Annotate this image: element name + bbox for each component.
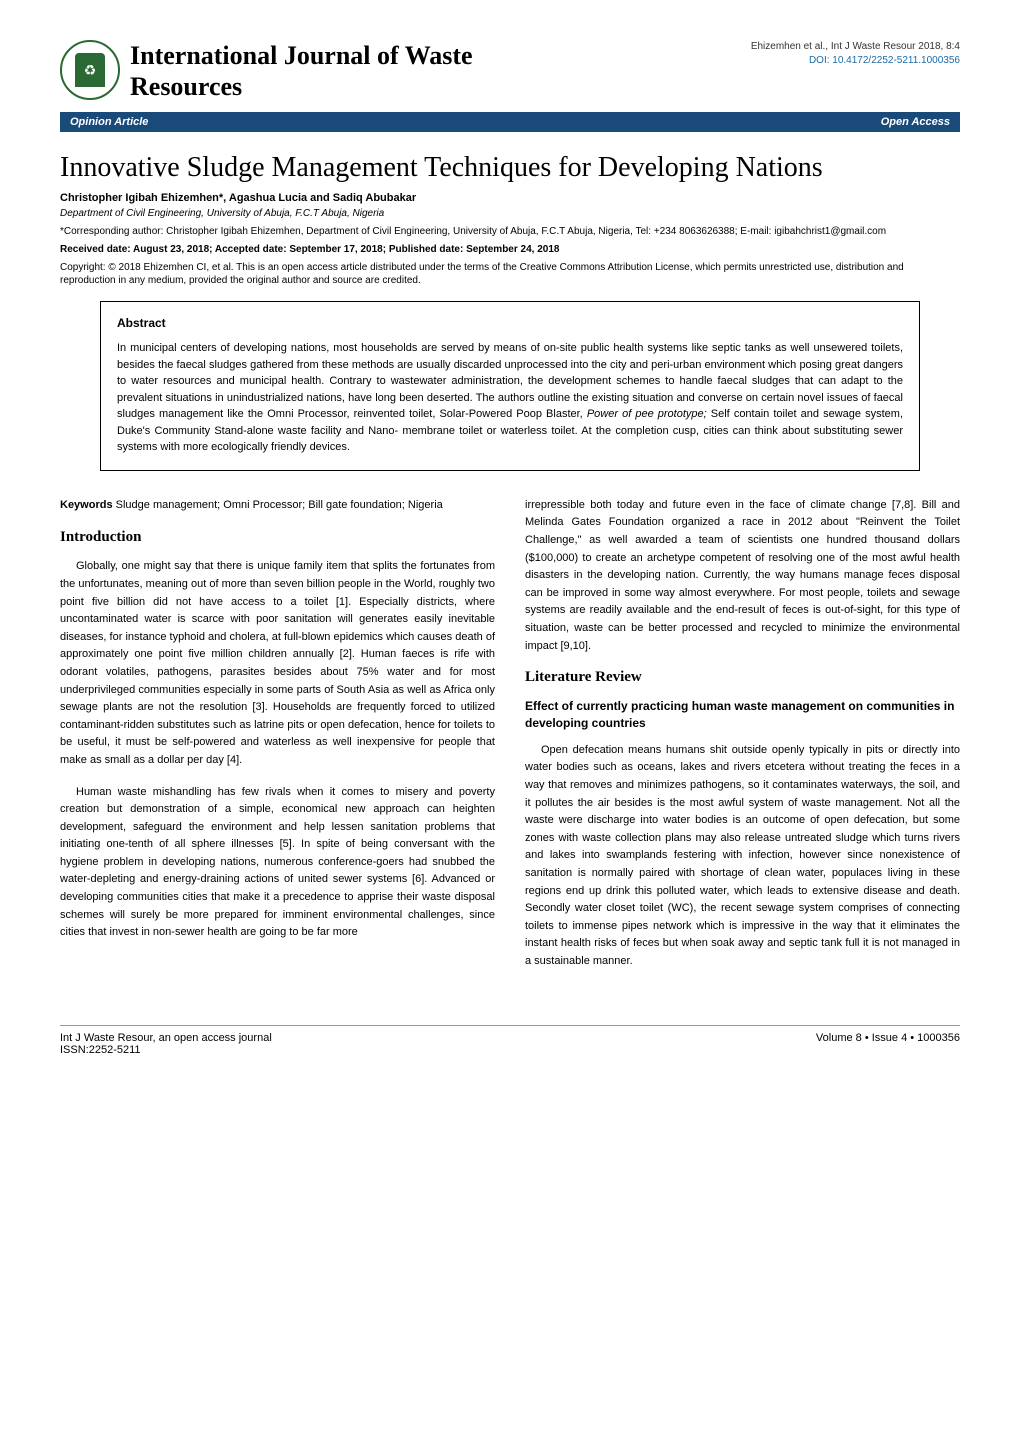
page-footer: Int J Waste Resour, an open access journ… [60, 1025, 960, 1056]
abstract-box: Abstract In municipal centers of develop… [100, 301, 920, 471]
intro-paragraph-1: Globally, one might say that there is un… [60, 558, 495, 769]
article-dates: Received date: August 23, 2018; Accepted… [60, 244, 960, 255]
intro-paragraph-2-continued: irrepressible both today and future even… [525, 497, 960, 655]
page-header: ♻ International Journal of Waste Resourc… [60, 40, 960, 102]
right-column: irrepressible both today and future even… [525, 497, 960, 985]
literature-review-subheading: Effect of currently practicing human was… [525, 698, 960, 732]
article-title: Innovative Sludge Management Techniques … [60, 152, 960, 184]
copyright: Copyright: © 2018 Ehizemhen CI, et al. T… [60, 261, 960, 287]
journal-block: ♻ International Journal of Waste Resourc… [60, 40, 550, 102]
abstract-text: In municipal centers of developing natio… [117, 340, 903, 456]
article-type: Opinion Article [70, 116, 148, 128]
journal-logo: ♻ [60, 40, 120, 100]
left-column: Keywords Sludge management; Omni Process… [60, 497, 495, 985]
recycle-icon: ♻ [75, 53, 105, 87]
affiliation: Department of Civil Engineering, Univers… [60, 208, 960, 219]
introduction-heading: Introduction [60, 529, 495, 546]
abstract-heading: Abstract [117, 316, 903, 330]
article-type-bar: Opinion Article Open Access [60, 112, 960, 132]
intro-paragraph-2: Human waste mishandling has few rivals w… [60, 784, 495, 942]
body-columns: Keywords Sludge management; Omni Process… [60, 497, 960, 985]
footer-right: Volume 8 • Issue 4 • 1000356 [816, 1032, 960, 1056]
journal-title: International Journal of Waste Resources [130, 40, 550, 102]
citation-text: Ehizemhen et al., Int J Waste Resour 201… [751, 40, 960, 54]
keywords: Keywords Sludge management; Omni Process… [60, 497, 495, 514]
doi-link[interactable]: DOI: 10.4172/2252-5211.1000356 [751, 54, 960, 68]
open-access-label: Open Access [881, 116, 950, 128]
citation-meta: Ehizemhen et al., Int J Waste Resour 201… [751, 40, 960, 68]
footer-left: Int J Waste Resour, an open access journ… [60, 1032, 272, 1056]
authors: Christopher Igibah Ehizemhen*, Agashua L… [60, 192, 960, 204]
litrev-paragraph-1: Open defecation means humans shit outsid… [525, 742, 960, 971]
literature-review-heading: Literature Review [525, 669, 960, 686]
corresponding-author: *Corresponding author: Christopher Igiba… [60, 225, 960, 238]
